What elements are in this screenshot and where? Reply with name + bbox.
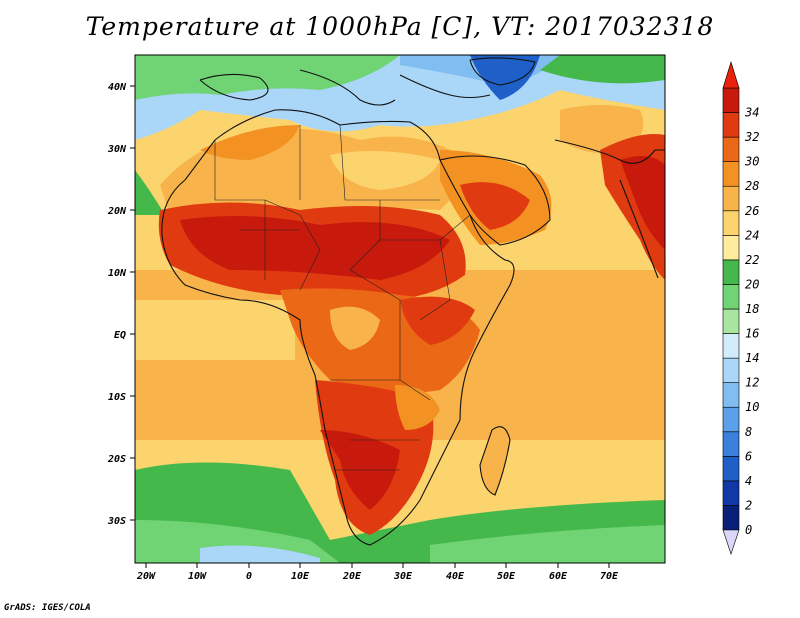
madagascar-coast [479, 426, 511, 496]
plot-frame [134, 54, 666, 564]
atlantic-cool-patch [135, 300, 295, 360]
colorbar-label: 4 [745, 474, 752, 488]
colorbar-label: 24 [745, 228, 759, 242]
country-borders [214, 124, 471, 471]
colorbar-cell [722, 161, 740, 187]
east-africa-hot [400, 296, 475, 345]
lat-label: EQ [114, 330, 126, 341]
italy-coast [299, 69, 396, 106]
colorbar-cell [722, 308, 740, 334]
colorbar-cell [722, 505, 740, 531]
axis-ticks [130, 85, 610, 568]
colorbar-label: 28 [745, 179, 759, 193]
colorbar-cell [722, 357, 740, 383]
southern-ocean-lightgreen-east [430, 525, 665, 563]
lon-label: 0 [246, 571, 252, 582]
congo-mild [330, 306, 380, 350]
colorbar-label: 18 [745, 302, 759, 316]
central-asia-green [540, 55, 665, 84]
colorbar-cell [722, 259, 740, 285]
colorbar-cell [722, 406, 740, 433]
lat-label: 10S [108, 392, 126, 403]
lon-label: 20W [136, 571, 156, 582]
colorbar-label: 16 [745, 327, 759, 341]
colorbar-cell [722, 284, 740, 310]
colorbar-label: 14 [745, 351, 759, 365]
lon-label: 50E [497, 571, 516, 582]
black-sea-coast [469, 57, 536, 86]
coastlines [161, 57, 665, 546]
colorbar-cell [722, 235, 740, 261]
colorbar-max-arrow [722, 60, 740, 89]
lat-label: 30S [107, 516, 126, 527]
algeria-warm [200, 125, 300, 160]
africa-coast [161, 109, 515, 546]
colorbar-cell [722, 210, 740, 236]
colorbar-label: 2 [745, 498, 752, 512]
colorbar-label: 32 [744, 130, 759, 144]
iberia-coast [199, 73, 269, 101]
lon-label: 30E [393, 571, 413, 582]
lon-label: 40E [446, 571, 465, 582]
lon-label: 70E [600, 571, 619, 582]
lat-label: 20N [107, 206, 127, 217]
lat-tick-labels: 40N 30N 20N 10N EQ 10S 20S 30S [107, 82, 127, 527]
black-sea-cold [470, 55, 540, 100]
lon-label: 10W [188, 571, 207, 582]
colorbar-label: 8 [745, 425, 752, 439]
turkey-coast [399, 74, 491, 99]
iberia-green [135, 55, 400, 100]
colorbar-label: 0 [745, 523, 752, 537]
colorbar-label: 22 [745, 253, 759, 267]
india-hottest [620, 156, 665, 250]
lat-label: 20S [107, 454, 126, 465]
map-title: Temperature at 1000hPa [C], VT: 20170323… [85, 12, 715, 41]
colorbar-cell [722, 87, 740, 113]
grads-credit: GrADS: IGES/COLA [4, 603, 91, 613]
colorbar-cell [722, 185, 740, 212]
zambia-warm [395, 385, 440, 430]
colorbar-label: 26 [745, 204, 759, 218]
lon-label: 20E [342, 571, 362, 582]
lat-label: 10N [108, 268, 127, 279]
colorbar-min-arrow [722, 529, 740, 555]
colorbar-label: 10 [745, 400, 759, 414]
canary-cool-water [135, 170, 165, 215]
libya-egypt-mild [330, 151, 440, 190]
colorbar-label: 6 [745, 449, 752, 463]
lon-label: 10E [291, 571, 310, 582]
southern-ocean-blue [200, 545, 320, 563]
colorbar-label: 30 [744, 155, 759, 169]
sahel-hottest [180, 216, 450, 280]
colorbar-label: 12 [745, 376, 759, 390]
persian-coast [554, 139, 665, 164]
lon-label: 60E [549, 571, 568, 582]
lon-tick-labels: 20W 10W 0 10E 20E 30E 40E 50E 60E 70E [136, 571, 619, 582]
colorbar-cell [722, 112, 740, 138]
colorbar-cell [722, 382, 740, 408]
colorbar-cell [722, 333, 740, 359]
colorbar-label: 20 [745, 277, 759, 291]
lat-label: 30N [107, 144, 127, 155]
colorbar-cell [722, 480, 740, 506]
colorbar-label: 34 [744, 106, 759, 120]
colorbar-cell [722, 456, 740, 482]
india-coast [619, 179, 659, 279]
colorbar-cell [722, 136, 740, 162]
colorbar-cell [722, 431, 740, 457]
arabia-hot [460, 182, 530, 230]
arabia-coast [439, 155, 551, 246]
lat-label: 40N [108, 82, 127, 93]
